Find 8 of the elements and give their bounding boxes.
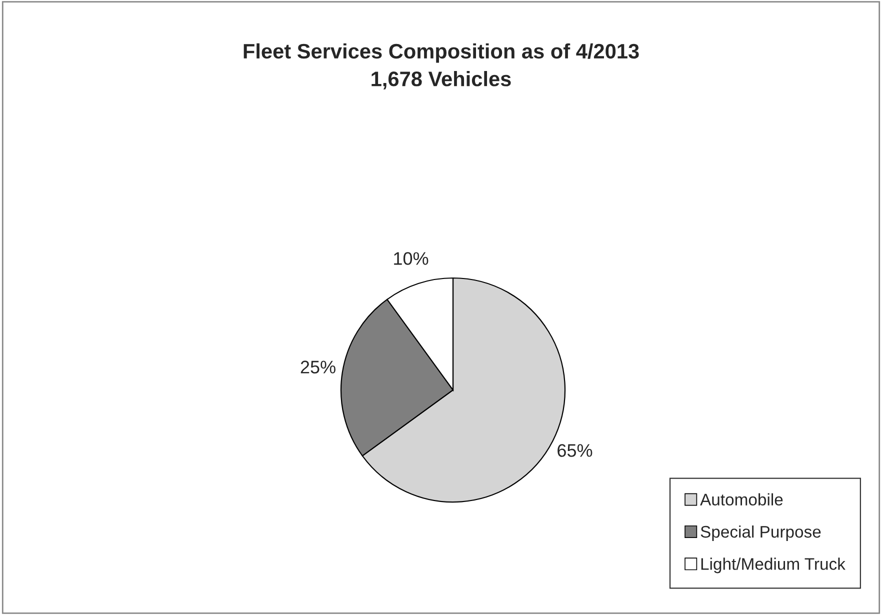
data-label: 10% — [394, 252, 428, 265]
legend-label: Special Purpose — [700, 525, 821, 542]
data-label: 25% — [300, 360, 336, 374]
chart-subtitle: 1,678 Vehicles — [372, 71, 511, 90]
chart-title: Fleet Services Composition as of 4/2013 — [244, 43, 639, 63]
legend-label: Light/Medium Truck — [701, 558, 846, 574]
legend-label: Automobile — [700, 493, 783, 506]
data-label: 65% — [558, 444, 592, 457]
